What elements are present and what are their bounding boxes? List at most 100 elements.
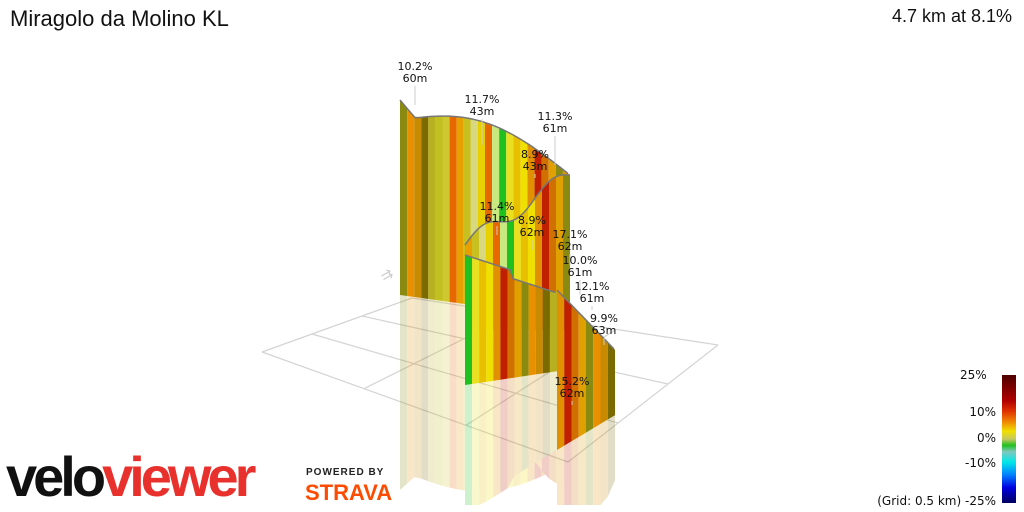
gradient-segment [465, 255, 473, 385]
gradient-segment [586, 320, 594, 433]
distance-label: 62m [560, 387, 585, 400]
legend-max: 25% [960, 368, 987, 382]
profile-walls [399, 99, 615, 450]
profile-outline [464, 254, 556, 294]
grade-label: 9.9% [590, 312, 618, 325]
reflection-segment [479, 381, 487, 505]
gradient-segment [428, 116, 436, 300]
grade-label: 12.1% [575, 280, 610, 293]
distance-label: 61m [485, 212, 510, 225]
veloviewer-logo[interactable]: veloviewer [6, 445, 256, 508]
reflection-segment [564, 441, 572, 505]
reflection-segment [486, 380, 494, 502]
segment-stats: 4.7 km at 8.1% [891, 6, 1012, 26]
gradient-segment [414, 116, 422, 298]
distance-label: 61m [543, 122, 568, 135]
reflection-segment [600, 419, 608, 505]
reflection-segment [571, 436, 579, 505]
distance-label: 63m [592, 324, 617, 337]
powered-by-text: POWERED BY [306, 467, 385, 478]
distance-label: 61m [580, 292, 605, 305]
grid-line [261, 297, 413, 353]
gradient-segment [514, 279, 522, 378]
reflection-segment [578, 432, 586, 505]
gradient-segment [500, 266, 508, 380]
grade-label: 8.9% [518, 214, 546, 227]
profile-outline [464, 174, 571, 246]
reflection-segment [535, 373, 543, 463]
grid-line [567, 344, 719, 463]
reflection-segment [465, 383, 473, 505]
gradient-segment [442, 116, 450, 302]
distance-label: 43m [523, 160, 548, 173]
gradient-segment [472, 257, 480, 384]
reflection-segment [514, 376, 522, 476]
gradient-segment [564, 297, 572, 446]
reflection-segment [421, 297, 429, 482]
gradient-segment [400, 100, 408, 296]
gradient-segment [549, 290, 557, 373]
gradient-color-scale [1002, 375, 1016, 503]
reflection-segment [549, 371, 557, 454]
gradient-segment [486, 261, 494, 382]
reflection-segment [528, 374, 536, 468]
gradient-segment [407, 108, 415, 297]
reflection-segment [542, 372, 550, 459]
legend-min-grid: (Grid: 0.5 km) -25% [877, 494, 996, 508]
grade-label: 8.9% [521, 148, 549, 161]
gradient-segment [563, 174, 570, 330]
reflection-segment [593, 423, 601, 505]
gradient-segment [578, 312, 586, 437]
reflection-segment [428, 298, 436, 484]
gradient-segment [449, 116, 457, 303]
grade-label: 11.7% [465, 93, 500, 106]
reflection-segment [500, 378, 508, 493]
legend-0: 0% [976, 431, 996, 445]
grade-label: 10.0% [563, 254, 598, 267]
gradient-segment [542, 288, 550, 374]
grade-label: 11.3% [538, 110, 573, 123]
grade-label: 10.2% [398, 60, 433, 73]
gradient-segment [435, 116, 443, 301]
gradient-segment [507, 268, 515, 379]
grade-label: 15.2% [555, 375, 590, 388]
gradient-segment [535, 286, 543, 375]
distance-label: 60m [403, 72, 428, 85]
legend-10: 10% [969, 405, 996, 419]
gradient-segment [521, 281, 529, 377]
reflection-segment [442, 300, 450, 488]
reflection-segment [407, 295, 415, 484]
reflection-segment [507, 377, 515, 489]
reflection-segment [493, 379, 501, 498]
strava-logo[interactable]: STRAVA [305, 480, 393, 505]
distance-label: 43m [470, 105, 495, 118]
gradient-segment [600, 335, 608, 424]
reflection-segment [449, 301, 457, 490]
gradient-segment [456, 116, 464, 304]
reflection-segment [414, 296, 422, 479]
grade-label: 11.4% [480, 200, 515, 213]
segment-title: Miragolo da Molino KL [10, 6, 229, 31]
distance-label: 61m [568, 266, 593, 279]
reflection-segment [400, 295, 408, 490]
gradient-segment [479, 259, 487, 383]
north-arrow-icon: ⇉ [378, 266, 396, 286]
reflection-segment [607, 415, 615, 497]
gradient-segment [493, 264, 501, 381]
reflection-segment [456, 302, 464, 491]
reflection-segment [586, 428, 594, 505]
grid-line [261, 351, 569, 463]
gradient-segment [557, 290, 565, 450]
gradient-segment [607, 342, 615, 420]
reflection-segment [521, 375, 529, 472]
reflection-segment [472, 382, 480, 505]
legend-minus-10: -10% [964, 456, 996, 470]
gradient-segment [571, 305, 579, 442]
profile-outline [399, 99, 569, 175]
gradient-segment [421, 116, 429, 299]
gradient-segment [593, 327, 601, 429]
reflection-segment [435, 299, 443, 486]
